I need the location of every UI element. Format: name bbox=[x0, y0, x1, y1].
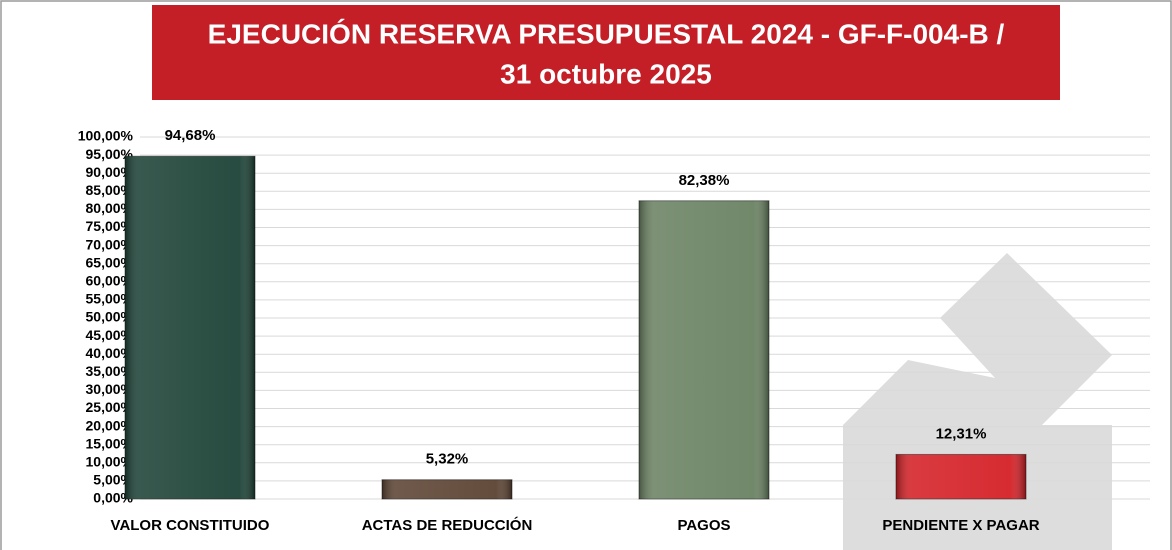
x-tick-label: VALOR CONSTITUIDO bbox=[111, 517, 270, 534]
y-tick-label: 0,00% bbox=[93, 490, 133, 506]
y-tick-label: 55,00% bbox=[86, 291, 134, 307]
y-tick-label: 45,00% bbox=[86, 327, 134, 343]
y-tick-label: 40,00% bbox=[86, 345, 134, 361]
y-tick-label: 60,00% bbox=[86, 273, 134, 289]
chart-title: 31 octubre 2025 bbox=[500, 58, 712, 89]
x-tick-label: PAGOS bbox=[677, 517, 730, 534]
bar bbox=[124, 155, 256, 500]
y-tick-label: 85,00% bbox=[86, 182, 134, 198]
y-tick-label: 10,00% bbox=[86, 454, 134, 470]
value-label: 12,31% bbox=[936, 425, 987, 442]
y-tick-label: 65,00% bbox=[86, 254, 134, 270]
value-label: 5,32% bbox=[426, 451, 469, 468]
y-tick-label: 15,00% bbox=[86, 435, 134, 451]
y-tick-label: 100,00% bbox=[78, 128, 134, 144]
value-label: 82,38% bbox=[679, 172, 730, 189]
y-tick-label: 25,00% bbox=[86, 399, 134, 415]
chart-title: EJECUCIÓN RESERVA PRESUPUESTAL 2024 - GF… bbox=[208, 18, 1005, 49]
y-tick-label: 30,00% bbox=[86, 381, 134, 397]
y-tick-label: 95,00% bbox=[86, 146, 134, 162]
y-tick-label: 5,00% bbox=[93, 472, 133, 488]
y-tick-label: 20,00% bbox=[86, 417, 134, 433]
title-box bbox=[152, 5, 1060, 100]
bar bbox=[381, 479, 513, 500]
x-tick-label: PENDIENTE X PAGAR bbox=[882, 517, 1039, 534]
y-tick-label: 90,00% bbox=[86, 164, 134, 180]
y-tick-label: 35,00% bbox=[86, 363, 134, 379]
bar bbox=[895, 453, 1027, 500]
y-tick-label: 75,00% bbox=[86, 218, 134, 234]
bar bbox=[638, 200, 770, 500]
value-label: 94,68% bbox=[165, 127, 216, 144]
y-tick-label: 50,00% bbox=[86, 309, 134, 325]
x-tick-label: ACTAS DE REDUCCIÓN bbox=[362, 516, 533, 534]
y-tick-label: 70,00% bbox=[86, 236, 134, 252]
y-tick-label: 80,00% bbox=[86, 200, 134, 216]
